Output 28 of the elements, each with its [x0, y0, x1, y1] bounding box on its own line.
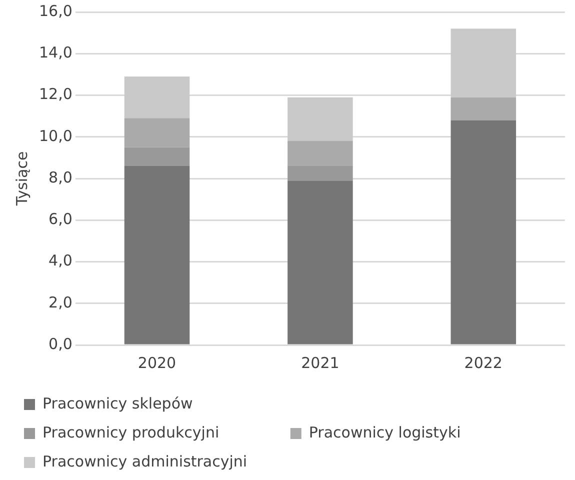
- y-tick-label: 14,0: [38, 44, 72, 62]
- y-tick-label: 10,0: [38, 126, 72, 145]
- bar: [450, 28, 516, 98]
- y-axis-title: Tysiące: [12, 151, 31, 207]
- bar: [124, 166, 190, 344]
- legend-label: Pracownicy administracyjni: [42, 452, 266, 470]
- bar: [124, 76, 190, 118]
- bar: [288, 180, 353, 344]
- y-tick-label: 6,0: [48, 210, 72, 228]
- y-tick-label: 16,0: [38, 2, 72, 20]
- y-tick-label: 2,0: [48, 293, 72, 312]
- x-tick-label: 2020: [138, 354, 176, 372]
- bar: [288, 141, 353, 166]
- legend-label: Pracownicy produkcyjni: [42, 423, 276, 442]
- x-tick-label: 2021: [301, 354, 340, 372]
- legend-label: Pracownicy logistyki: [308, 423, 538, 442]
- bar: [288, 97, 353, 142]
- y-tick-label: 4,0: [48, 252, 72, 270]
- legend-label: Pracownicy sklepów: [42, 394, 288, 412]
- bar: [450, 120, 516, 344]
- x-tick-label: 2022: [464, 354, 502, 372]
- y-tick-label: 8,0: [48, 168, 72, 186]
- bar: [288, 166, 353, 181]
- bar: [124, 118, 190, 148]
- y-tick-label: 0,0: [48, 334, 72, 353]
- bar: [124, 147, 190, 166]
- y-tick-label: 12,0: [38, 85, 72, 104]
- bar: [450, 97, 516, 120]
